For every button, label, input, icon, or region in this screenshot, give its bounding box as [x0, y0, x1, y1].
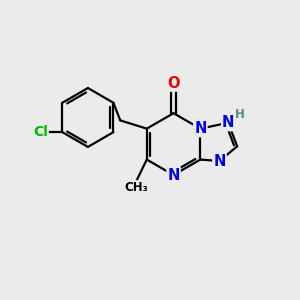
Text: O: O [167, 76, 180, 91]
Text: N: N [222, 115, 235, 130]
Text: CH₃: CH₃ [124, 181, 148, 194]
Text: N: N [167, 167, 180, 182]
Text: Cl: Cl [33, 125, 48, 139]
Text: N: N [194, 121, 206, 136]
Text: H: H [235, 108, 244, 121]
Text: N: N [213, 154, 226, 169]
